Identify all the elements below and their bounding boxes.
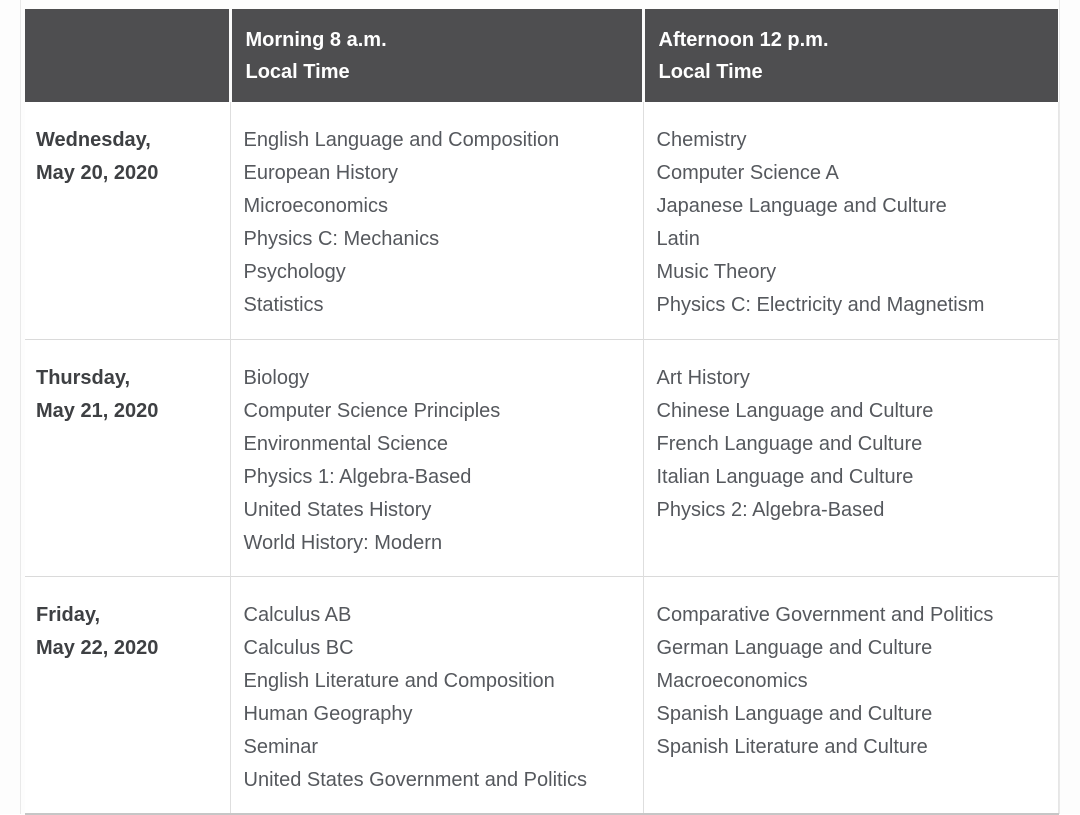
subject-item: Psychology: [243, 261, 346, 283]
subject-item: Italian Language and Culture: [656, 465, 914, 488]
subject-item: Biology: [243, 366, 310, 389]
subject-item: Comparative Government and Politics: [656, 603, 994, 626]
date-label: May 22, 2020: [36, 636, 159, 659]
subject-item: Physics 1: Algebra-Based: [243, 465, 472, 488]
subject-item: European History: [243, 162, 399, 184]
afternoon-subjects-cell: Comparative Government and Politics Germa…: [642, 575, 1059, 815]
subject-item: United States History: [243, 498, 432, 521]
subject-item: Latin: [656, 228, 700, 250]
date-label: May 20, 2020: [36, 162, 159, 184]
header-corner-cell: [25, 9, 230, 102]
page-edge-left: [20, 0, 21, 814]
subject-item: United States Government and Politics: [243, 768, 588, 791]
header-row: Morning 8 a.m. Local Time Afternoon 12 p…: [25, 9, 1058, 102]
subject-item: Physics C: Mechanics: [243, 228, 440, 250]
subject-item: Computer Science A: [656, 162, 839, 184]
header-morning-line2: Local Time: [245, 60, 350, 83]
day-label: Thursday,: [36, 366, 131, 389]
header-afternoon-line2: Local Time: [658, 60, 763, 83]
afternoon-subjects-cell: Chemistry Computer Science A Japanese Lang…: [642, 102, 1059, 339]
subject-item: Art History: [656, 366, 750, 389]
subject-item: Physics 2: Algebra-Based: [656, 498, 885, 521]
subject-item: Chemistry: [656, 129, 747, 151]
subject-item: Seminar: [243, 735, 318, 758]
subject-item: English Language and Composition: [243, 129, 560, 151]
subject-item: Music Theory: [656, 261, 777, 283]
day-label: Friday,: [36, 603, 101, 626]
subject-item: World History: Modern: [243, 531, 443, 554]
subject-item: Chinese Language and Culture: [656, 399, 934, 422]
date-cell: Wednesday, May 20, 2020: [25, 102, 230, 339]
subject-item: Spanish Literature and Culture: [656, 735, 928, 758]
subject-item: Physics C: Electricity and Magnetism: [656, 294, 985, 316]
morning-subjects-cell: Biology Computer Science Principles Enviro…: [229, 338, 643, 576]
subject-item: Japanese Language and Culture: [656, 195, 947, 217]
table-row: Wednesday, May 20, 2020 English Language…: [25, 102, 1059, 339]
subject-item: Human Geography: [243, 702, 413, 725]
date-cell: Friday, May 22, 2020: [25, 575, 230, 815]
date-label: May 21, 2020: [36, 399, 159, 422]
subject-item: Macroeconomics: [656, 669, 808, 692]
header-afternoon-line1: Afternoon 12 p.m.: [658, 28, 829, 51]
page-edge-right: [1059, 0, 1060, 814]
subject-item: Computer Science Principles: [243, 399, 501, 422]
subject-item: Microeconomics: [243, 195, 388, 217]
day-label: Wednesday,: [36, 129, 151, 151]
morning-subjects-cell: Calculus AB Calculus BC English Literature…: [229, 575, 643, 815]
subject-item: English Literature and Composition: [243, 669, 555, 692]
subject-item: French Language and Culture: [656, 432, 923, 455]
subject-item: Environmental Science: [243, 432, 449, 455]
header-morning-line1: Morning 8 a.m.: [245, 28, 387, 51]
exam-schedule-table: Morning 8 a.m. Local Time Afternoon 12 p…: [25, 9, 1059, 815]
afternoon-subjects-cell: Art History Chinese Language and Culture F…: [642, 338, 1059, 576]
subject-item: Calculus AB: [243, 603, 352, 626]
header-morning-cell: Morning 8 a.m. Local Time: [228, 9, 643, 102]
table-row: Thursday, May 21, 2020 Biology Computer S…: [25, 338, 1059, 576]
date-cell: Thursday, May 21, 2020: [25, 338, 230, 576]
subject-item: Spanish Language and Culture: [656, 702, 933, 725]
table-body: Wednesday, May 20, 2020 English Language…: [25, 102, 1059, 815]
subject-item: Calculus BC: [243, 636, 354, 659]
subject-item: German Language and Culture: [656, 636, 933, 659]
morning-subjects-cell: English Language and Composition European…: [229, 102, 643, 339]
table-header: Morning 8 a.m. Local Time Afternoon 12 p…: [25, 9, 1058, 102]
table-row: Friday, May 22, 2020 Calculus AB Calculus…: [25, 575, 1059, 815]
subject-item: Statistics: [243, 294, 324, 316]
header-afternoon-cell: Afternoon 12 p.m. Local Time: [641, 9, 1058, 102]
